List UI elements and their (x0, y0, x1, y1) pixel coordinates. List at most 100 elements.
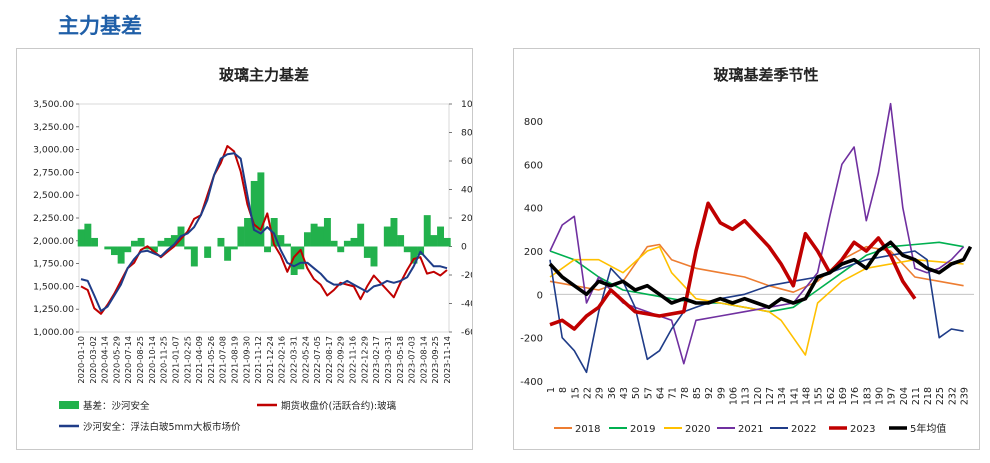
basis-bar (77, 229, 85, 247)
y-right-tick-label: 800 (461, 128, 472, 139)
basis-bar (230, 246, 238, 250)
x-tick-label: 2020-10-14 (147, 336, 157, 384)
x-tick-label: 43 (619, 387, 630, 399)
y-tick-label: -200 (520, 334, 543, 345)
futures-price-line (80, 145, 448, 315)
basis-bar (117, 246, 125, 264)
y-left-tick-label: 2,000.00 (33, 236, 74, 247)
basis-bar (130, 240, 138, 247)
x-tick-label: 113 (741, 387, 752, 405)
x-tick-label: 22 (582, 387, 593, 399)
y-left-tick-label: 3,250.00 (33, 122, 74, 133)
x-tick-label: 64 (655, 387, 666, 399)
x-tick-label: 2023-07-03 (407, 336, 417, 384)
x-tick-label: 183 (862, 387, 873, 405)
x-tick-label: 8 (558, 387, 569, 393)
y-tick-label: -400 (520, 377, 543, 388)
x-tick-label: 2023-05-18 (395, 336, 405, 384)
legend-swatch (59, 401, 79, 409)
x-tick-label: 2023-02-17 (371, 336, 381, 384)
x-tick-label: 211 (911, 387, 922, 405)
basis-bar (170, 235, 178, 247)
y-tick-label: 200 (524, 247, 543, 258)
legend-label: 5年均值 (910, 422, 946, 435)
x-tick-label: 2022-05-24 (300, 336, 310, 384)
x-tick-label: 2023-03-31 (383, 336, 393, 384)
basis-bar (124, 246, 132, 253)
basis-bar (284, 243, 291, 247)
chart-title: 玻璃主力基差 (219, 66, 309, 84)
legend-label: 2018 (575, 424, 600, 435)
basis-bar (363, 246, 371, 258)
basis-bar (437, 226, 445, 247)
x-tick-label: 2020-05-29 (111, 336, 121, 384)
basis-bar (317, 226, 325, 247)
x-tick-label: 2021-08-19 (229, 336, 239, 384)
basis-bar (397, 235, 405, 247)
x-tick-label: 2020-08-25 (135, 336, 145, 384)
x-tick-label: 2020-07-14 (123, 336, 133, 384)
x-tick-label: 232 (947, 387, 958, 405)
basis-bar (370, 246, 378, 267)
x-tick-label: 1 (546, 387, 557, 393)
y-left-tick-label: 2,500.00 (33, 190, 74, 201)
basis-bar (430, 235, 438, 247)
legend-label: 2021 (738, 424, 763, 435)
y-right-tick-label: 0 (461, 242, 467, 253)
basis-bar (303, 232, 311, 247)
basis-bar (443, 237, 451, 247)
y-right-tick-label: 1000 (461, 99, 472, 110)
basis-bar (403, 246, 411, 253)
basis-bar (270, 218, 278, 247)
basis-bar (410, 246, 418, 264)
x-tick-label: 2021-11-12 (253, 336, 263, 384)
x-tick-label: 169 (838, 387, 849, 405)
basis-bar (277, 235, 285, 247)
x-tick-label: 2023-09-25 (430, 336, 440, 384)
basis-bar (91, 237, 98, 247)
y-left-tick-label: 2,250.00 (33, 213, 74, 224)
legend-label: 期货收盘价(活跃合约):玻璃 (281, 400, 396, 412)
x-tick-label: 134 (777, 387, 788, 405)
x-tick-label: 2022-12-29 (359, 336, 369, 384)
basis-bar (217, 237, 225, 247)
basis-chart-panel: 玻璃主力基差 3,500.00 3,250.00 3,000.00 2,750.00 2,… (16, 48, 485, 450)
y-left-tick-label: 1,000.00 (33, 327, 74, 338)
x-tick-label: 2020-01-10 (76, 336, 86, 384)
basis-bar (111, 246, 118, 256)
basis-bar (84, 223, 92, 247)
x-tick-label: 71 (668, 387, 679, 399)
y-tick-label: 400 (524, 204, 543, 215)
y-right-tick-label: 400 (461, 185, 472, 196)
basis-bar (184, 246, 192, 250)
legend-label: 2020 (685, 424, 710, 435)
legend-label: 基差：沙河安全 (83, 400, 150, 412)
x-tick-label: 2021-12-24 (265, 336, 275, 384)
x-tick-label: 2022-11-16 (348, 336, 358, 384)
basis-bar (350, 237, 358, 247)
y-right-tick-label: -400 (461, 299, 472, 310)
x-tick-label: 92 (704, 387, 715, 399)
basis-bar (290, 246, 298, 275)
x-tick-label: 2021-05-26 (206, 336, 216, 384)
basis-bar (190, 246, 198, 267)
y-right-tick-label: 200 (461, 213, 472, 224)
y-right-tick-label: 600 (461, 156, 472, 167)
basis-bar (237, 226, 245, 247)
x-tick-label: 2021-09-30 (241, 336, 251, 384)
basis-bar (244, 218, 252, 247)
x-tick-label: 106 (728, 387, 739, 405)
spot-price-line (80, 152, 448, 312)
basis-bar (343, 240, 351, 247)
x-tick-label: 225 (935, 387, 946, 405)
x-tick-label: 57 (643, 387, 654, 399)
basis-bar (157, 240, 165, 247)
series-6-line (548, 240, 973, 310)
x-tick-label: 2022-02-16 (277, 336, 287, 384)
basis-bar (330, 240, 338, 247)
y-tick-label: 800 (524, 117, 543, 128)
x-tick-label: 2022-08-17 (324, 336, 334, 384)
y-tick-label: 600 (524, 160, 543, 171)
y-left-tick-label: 1,500.00 (33, 281, 74, 292)
